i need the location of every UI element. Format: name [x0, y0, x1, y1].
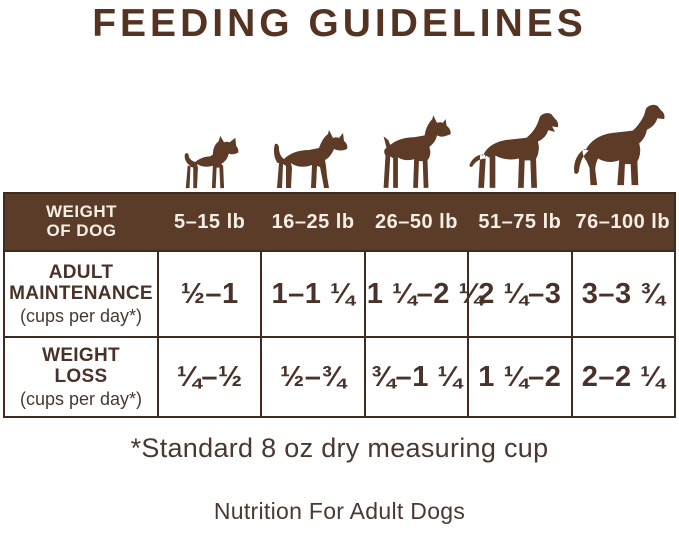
column-header-76-100lb: 76–100 lb — [571, 193, 675, 251]
weight-of-dog-line1: WEIGHT — [46, 202, 117, 222]
weight-of-dog-line2: OF DOG — [46, 221, 117, 240]
row-label-line2: MAINTENANCE — [9, 283, 153, 305]
row-unit: (cups per day*) — [19, 305, 143, 326]
column-header-5-15lb: 5–15 lb — [158, 193, 262, 251]
row-label-line2: LOSS — [54, 366, 108, 388]
adult-maintenance-label: ADULT MAINTENANCE (cups per day*) — [3, 250, 159, 338]
bernese-mountain-dog-icon — [569, 101, 677, 189]
loss-16-25lb-value: ½–¾ — [260, 336, 366, 418]
feeding-guidelines-table: WEIGHT OF DOG 5–15 lb 16–25 lb 26–50 lb … — [3, 192, 677, 418]
page-title: FEEDING GUIDELINES — [92, 2, 587, 45]
loss-51-75lb-value: 1 ¼–2 — [467, 336, 573, 418]
maintenance-5-15lb-value: ½–1 — [156, 250, 263, 338]
chihuahua-icon — [181, 134, 241, 190]
maintenance-76-100lb-value: 3–3 ¾ — [570, 250, 677, 338]
row-label-line1: WEIGHT — [42, 345, 120, 367]
table-row-adult-maintenance: ADULT MAINTENANCE (cups per day*) ½–1 1–… — [3, 250, 677, 338]
maintenance-26-50lb-value: 1 ¼–2 ¼ — [363, 250, 483, 338]
rottweiler-icon — [466, 110, 572, 190]
loss-5-15lb-value: ¼–½ — [156, 336, 263, 418]
measuring-cup-footnote: *Standard 8 oz dry measuring cup — [130, 433, 549, 463]
boxer-icon — [375, 115, 459, 190]
maintenance-51-75lb-value: 2 ¼–3 — [467, 250, 573, 338]
column-header-16-25lb: 16–25 lb — [261, 193, 365, 251]
column-header-51-75lb: 51–75 lb — [468, 193, 572, 251]
column-header-26-50lb: 26–50 lb — [364, 193, 469, 251]
loss-26-50lb-value: ¾–1 ¼ — [363, 336, 470, 418]
nutrition-caption: Nutrition For Adult Dogs — [213, 498, 466, 524]
weight-loss-label: WEIGHT LOSS (cups per day*) — [3, 336, 159, 418]
loss-76-100lb-value: 2–2 ¼ — [570, 336, 677, 418]
weight-of-dog-header: WEIGHT OF DOG — [4, 193, 158, 251]
maintenance-16-25lb-value: 1–1 ¼ — [260, 250, 366, 338]
row-unit: (cups per day*) — [19, 388, 143, 409]
table-header-row: WEIGHT OF DOG 5–15 lb 16–25 lb 26–50 lb … — [4, 193, 675, 251]
row-label-line1: ADULT — [48, 262, 114, 284]
terrier-icon — [271, 130, 355, 190]
table-row-weight-loss: WEIGHT LOSS (cups per day*) ¼–½ ½–¾ ¾–1 … — [3, 336, 677, 418]
